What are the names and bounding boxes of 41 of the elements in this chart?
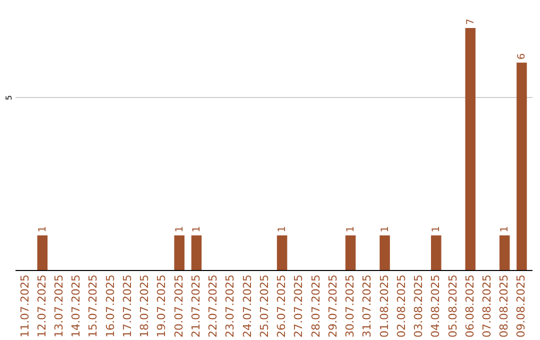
x-tick-label: 14.07.2025 [70, 274, 83, 338]
x-tick-label: 08.08.2025 [498, 274, 511, 338]
x-tick-label: 31.07.2025 [360, 274, 374, 338]
data-label: 6 [516, 53, 528, 60]
x-tick-label: 18.07.2025 [138, 274, 152, 338]
y-tick-label: 5 [4, 95, 14, 100]
x-tick-label: 06.08.2025 [463, 274, 476, 338]
data-label: 7 [465, 18, 476, 25]
data-label: 1 [346, 226, 357, 232]
x-tick-label: 05.08.2025 [446, 274, 460, 338]
data-label: 1 [191, 226, 202, 232]
x-tick-label: 09.08.2025 [514, 274, 528, 338]
x-tick-label: 13.07.2025 [52, 274, 66, 338]
x-tick-label: 20.07.2025 [172, 274, 186, 338]
x-tick-label: 19.07.2025 [155, 274, 168, 338]
data-label: 1 [277, 226, 288, 232]
x-tick-label: 04.08.2025 [429, 274, 442, 338]
x-tick-label: 25.07.2025 [258, 274, 271, 338]
x-tick-label: 07.08.2025 [480, 274, 494, 338]
x-tick-label: 26.07.2025 [275, 274, 288, 338]
x-tick-label: 28.07.2025 [309, 274, 322, 338]
x-tick-label: 23.07.2025 [224, 274, 237, 338]
x-tick-label: 29.07.2025 [326, 274, 340, 338]
data-label: 1 [431, 226, 442, 232]
x-tick-label: 24.07.2025 [240, 274, 254, 338]
data-label: 1 [500, 226, 511, 232]
data-label: 1 [37, 226, 48, 232]
data-label: 1 [380, 226, 391, 232]
x-tick-label: 02.08.2025 [394, 274, 408, 338]
x-tick-label: 22.07.2025 [206, 274, 220, 338]
data-label: 1 [174, 226, 186, 232]
x-tick-label: 01.08.2025 [378, 274, 391, 338]
x-tick-label: 15.07.2025 [86, 274, 100, 338]
x-tick-label: 16.07.2025 [104, 274, 117, 338]
x-tick-label: 17.07.2025 [120, 274, 134, 338]
x-tick-label: 30.07.2025 [344, 274, 357, 338]
x-tick-label: 11.07.2025 [18, 274, 32, 338]
x-tick-label: 03.08.2025 [412, 274, 426, 338]
x-tick-label: 21.07.2025 [189, 274, 202, 338]
x-tick-label: 27.07.2025 [292, 274, 306, 338]
x-tick-label: 12.07.2025 [35, 274, 48, 338]
